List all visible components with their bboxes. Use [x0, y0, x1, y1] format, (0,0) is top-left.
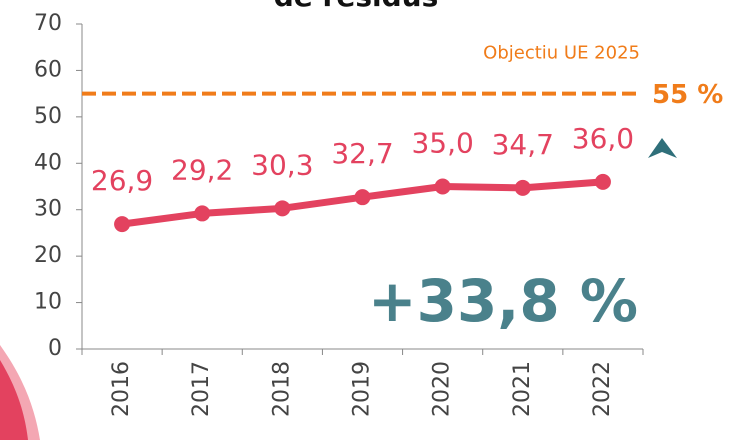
data-label: 32,7 — [331, 137, 393, 170]
x-tick-label: 2016 — [109, 361, 134, 417]
y-tick-label: 70 — [34, 11, 62, 36]
y-tick-label: 10 — [34, 290, 62, 315]
point — [274, 200, 290, 216]
point — [515, 180, 531, 196]
x-tick-label: 2022 — [590, 361, 615, 417]
target-label: 55 % — [652, 80, 723, 110]
y-tick-label: 20 — [34, 243, 62, 268]
data-label: 30,3 — [251, 148, 313, 181]
chart: de residus 0 10 20 30 40 50 60 70 2016 2017 2018 20… — [0, 0, 740, 440]
chart-title: de residus — [274, 0, 439, 13]
data-label: 34,7 — [492, 128, 554, 161]
point — [435, 179, 451, 195]
point — [355, 189, 371, 205]
x-tick-label: 2017 — [189, 361, 214, 417]
point — [595, 174, 611, 190]
annotation: +33,8 % — [368, 267, 638, 335]
arrow-icon — [648, 138, 677, 158]
data-label: 35,0 — [411, 127, 473, 160]
x-tick-label: 2019 — [350, 361, 375, 417]
y-tick-label: 30 — [34, 197, 62, 222]
x-tick-label: 2018 — [269, 361, 294, 417]
y-tick-label: 50 — [34, 104, 62, 129]
y-tick-label: 0 — [48, 336, 62, 361]
data-label: 36,0 — [572, 122, 634, 155]
point — [114, 216, 130, 232]
data-label: 26,9 — [91, 164, 153, 197]
target-name: Objectiu UE 2025 — [483, 43, 640, 64]
x-tick-label: 2020 — [430, 361, 455, 417]
x-tick-label: 2021 — [510, 361, 535, 417]
point — [194, 205, 210, 221]
y-tick-label: 40 — [34, 150, 62, 175]
data-label: 29,2 — [171, 153, 233, 186]
y-tick-label: 60 — [34, 57, 62, 82]
